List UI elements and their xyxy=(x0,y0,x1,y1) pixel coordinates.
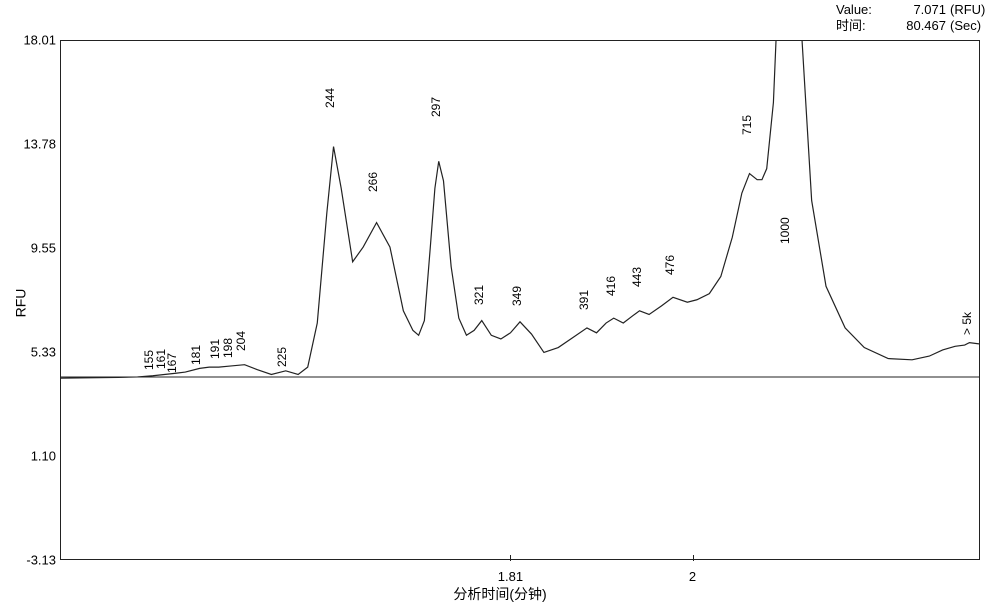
y-tick-label: 5.33 xyxy=(31,344,56,359)
cursor-readout: Value: 7.071 (RFU) 时间: 80.467 (Sec) xyxy=(836,2,992,34)
peak-label: > 5k xyxy=(960,312,974,335)
x-tick-label: 1.81 xyxy=(498,569,523,584)
value-number: 7.071 xyxy=(886,2,946,18)
value-unit: (RFU) xyxy=(950,2,992,18)
peak-label: 416 xyxy=(604,276,618,296)
y-tick-label: 13.78 xyxy=(23,137,56,152)
peak-label: 391 xyxy=(577,290,591,310)
y-tick-label: 9.55 xyxy=(31,241,56,256)
peak-label: 321 xyxy=(472,285,486,305)
peak-label: 349 xyxy=(510,286,524,306)
curve-path xyxy=(61,41,979,378)
peak-label: 476 xyxy=(663,255,677,275)
x-tick-mark xyxy=(693,555,694,561)
y-axis-label: RFU xyxy=(12,289,28,318)
peak-label: 225 xyxy=(275,347,289,367)
peak-label: 181 xyxy=(189,345,203,365)
time-number: 80.467 xyxy=(886,18,946,34)
peak-label: 204 xyxy=(234,331,248,351)
y-tick-label: -3.13 xyxy=(26,553,56,568)
time-label: 时间: xyxy=(836,18,886,34)
time-unit: (Sec) xyxy=(950,18,992,34)
peak-label: 167 xyxy=(165,353,179,373)
y-tick-label: 1.10 xyxy=(31,448,56,463)
value-label: Value: xyxy=(836,2,886,18)
electropherogram-chart: Value: 7.071 (RFU) 时间: 80.467 (Sec) RFU … xyxy=(0,0,1000,606)
x-tick-mark xyxy=(510,555,511,561)
y-tick-label: 18.01 xyxy=(23,33,56,48)
peak-label: 715 xyxy=(740,115,754,135)
x-tick-label: 2 xyxy=(689,569,696,584)
x-axis-label: 分析时间(分钟) xyxy=(453,584,546,604)
peak-label: 1000 xyxy=(778,217,792,244)
peak-label: 297 xyxy=(429,97,443,117)
peak-label: 244 xyxy=(323,88,337,108)
peak-label: 443 xyxy=(630,267,644,287)
peak-label: 266 xyxy=(366,172,380,192)
peak-label: 198 xyxy=(221,338,235,358)
